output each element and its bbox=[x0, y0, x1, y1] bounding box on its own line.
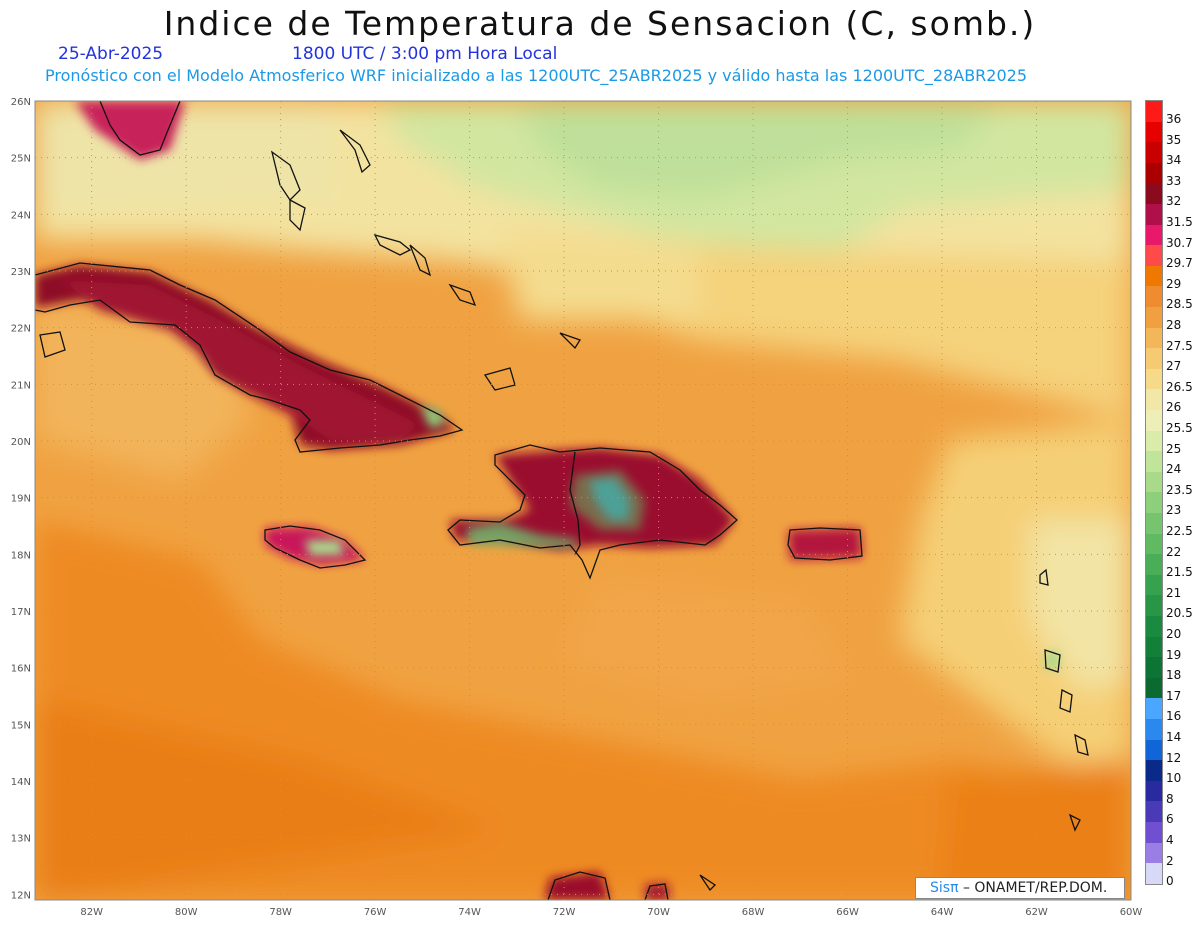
longitude-label: 60W bbox=[1120, 907, 1143, 918]
longitude-label: 82W bbox=[80, 907, 103, 918]
longitude-label: 64W bbox=[931, 907, 954, 918]
legend-label: 29.7 bbox=[1166, 256, 1196, 270]
latitude-label: 13N bbox=[11, 834, 31, 845]
legend-label: 25.5 bbox=[1166, 421, 1196, 435]
latitude-label: 17N bbox=[11, 607, 31, 618]
legend-label: 24 bbox=[1166, 462, 1196, 476]
longitude-label: 70W bbox=[647, 907, 670, 918]
credit-text: – ONAMET/REP.DOM. bbox=[963, 880, 1107, 896]
latitude-label: 20N bbox=[11, 437, 31, 448]
legend-label: 19 bbox=[1166, 648, 1196, 662]
legend-label: 23.5 bbox=[1166, 483, 1196, 497]
longitude-label: 80W bbox=[175, 907, 198, 918]
legend-label: 28.5 bbox=[1166, 297, 1196, 311]
legend-label: 8 bbox=[1166, 792, 1196, 806]
latitude-label: 18N bbox=[11, 550, 31, 561]
legend-label: 14 bbox=[1166, 730, 1196, 744]
legend-label: 36 bbox=[1166, 112, 1196, 126]
temperature-field bbox=[35, 101, 1131, 900]
legend-label: 21 bbox=[1166, 586, 1196, 600]
legend-label: 29 bbox=[1166, 277, 1196, 291]
legend-label: 10 bbox=[1166, 771, 1196, 785]
credit-box: Sisπ – ONAMET/REP.DOM. bbox=[915, 877, 1125, 899]
legend-label: 22.5 bbox=[1166, 524, 1196, 538]
legend-label: 17 bbox=[1166, 689, 1196, 703]
legend-frame bbox=[1145, 100, 1163, 885]
legend-label: 4 bbox=[1166, 833, 1196, 847]
legend-label: 31.5 bbox=[1166, 215, 1196, 229]
latitude-label: 16N bbox=[11, 664, 31, 675]
legend-label: 27.5 bbox=[1166, 339, 1196, 353]
latitude-label: 19N bbox=[11, 494, 31, 505]
model-subtitle: Pronóstico con el Modelo Atmosferico WRF… bbox=[45, 66, 1027, 85]
legend-label: 23 bbox=[1166, 503, 1196, 517]
legend-label: 12 bbox=[1166, 751, 1196, 765]
legend-label: 21.5 bbox=[1166, 565, 1196, 579]
legend-label: 6 bbox=[1166, 812, 1196, 826]
legend-label: 30.7 bbox=[1166, 236, 1196, 250]
longitude-label: 68W bbox=[742, 907, 765, 918]
latitude-axis: 26N 25N 24N 23N 22N 21N 20N 19N 18N 17N 16N 15N 14N 1… bbox=[11, 97, 31, 901]
longitude-label: 62W bbox=[1025, 907, 1048, 918]
legend-label: 26 bbox=[1166, 400, 1196, 414]
legend-label: 16 bbox=[1166, 709, 1196, 723]
sispi-logo: Sisπ bbox=[930, 880, 959, 896]
latitude-label: 24N bbox=[11, 210, 31, 221]
latitude-label: 12N bbox=[11, 890, 31, 901]
latitude-label: 23N bbox=[11, 267, 31, 278]
legend-label: 18 bbox=[1166, 668, 1196, 682]
legend-label: 20.5 bbox=[1166, 606, 1196, 620]
legend-label: 22 bbox=[1166, 545, 1196, 559]
latitude-label: 26N bbox=[11, 97, 31, 108]
longitude-label: 72W bbox=[553, 907, 576, 918]
page-title: Indice de Temperatura de Sensacion (C, s… bbox=[0, 4, 1200, 43]
legend-label: 33 bbox=[1166, 174, 1196, 188]
forecast-date: 25-Abr-2025 bbox=[58, 44, 163, 64]
legend-label: 32 bbox=[1166, 194, 1196, 208]
legend-label: 20 bbox=[1166, 627, 1196, 641]
latitude-label: 22N bbox=[11, 324, 31, 335]
longitude-label: 76W bbox=[364, 907, 387, 918]
longitude-label: 66W bbox=[836, 907, 859, 918]
latitude-label: 25N bbox=[11, 154, 31, 165]
legend-label: 25 bbox=[1166, 442, 1196, 456]
legend-label: 27 bbox=[1166, 359, 1196, 373]
legend-label: 26.5 bbox=[1166, 380, 1196, 394]
longitude-label: 74W bbox=[458, 907, 481, 918]
longitude-label: 78W bbox=[269, 907, 292, 918]
legend-label: 28 bbox=[1166, 318, 1196, 332]
legend-label: 2 bbox=[1166, 854, 1196, 868]
longitude-axis: 82W 80W 78W 76W 74W 72W 70W 68W 66W 64W 62W 60W bbox=[80, 907, 1142, 918]
latitude-label: 21N bbox=[11, 380, 31, 391]
legend-label: 34 bbox=[1166, 153, 1196, 167]
forecast-time: 1800 UTC / 3:00 pm Hora Local bbox=[292, 44, 557, 64]
latitude-label: 15N bbox=[11, 720, 31, 731]
legend-label: 35 bbox=[1166, 133, 1196, 147]
legend-label: 0 bbox=[1166, 874, 1196, 888]
latitude-label: 14N bbox=[11, 777, 31, 788]
